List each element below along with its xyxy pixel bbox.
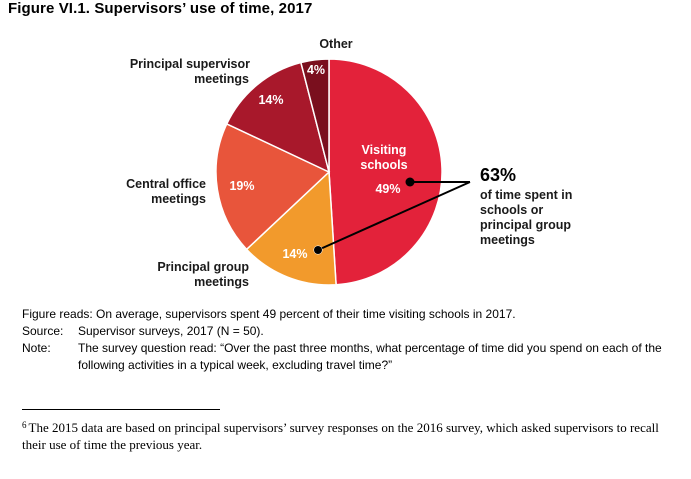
source-key: Source: [22, 324, 64, 338]
slice-value-other: 4% [307, 63, 325, 77]
slice-value-visiting-schools: 49% [375, 182, 400, 196]
annotation-text-3: principal group [480, 218, 571, 232]
footnote: 6 The 2015 data are based on principal su… [22, 419, 672, 453]
pie-slices [215, 58, 443, 286]
label-principal-group-1: Principal group [157, 260, 249, 274]
annotation-dot-schools [405, 177, 415, 187]
pie-slice-other [299, 58, 330, 173]
figure-reads-text: Figure reads: On average, supervisors sp… [22, 307, 516, 321]
label-other: Other [319, 37, 352, 51]
annotation-dot-group-inner [314, 246, 322, 254]
pie-chart: Visiting schools 49% 14% 19% 14% 4% Othe… [126, 37, 572, 289]
label-principal-supervisor-1: Principal supervisor [130, 57, 250, 71]
slice-value-central-office: 19% [229, 179, 254, 193]
slice-label-visiting-schools-title-2: schools [360, 158, 407, 172]
label-principal-group-2: meetings [194, 275, 249, 289]
annotation-percent: 63% [480, 165, 516, 185]
footnote-text: The 2015 data are based on principal sup… [22, 420, 659, 452]
footnote-divider [22, 409, 220, 410]
slice-value-principal-group: 14% [282, 247, 307, 261]
pie-slice-principal-group-meetings [245, 170, 337, 286]
pie-slice-central-office-meetings [215, 122, 331, 251]
footnote-number: 6 [22, 420, 27, 430]
pie-slice-visiting-schools [328, 58, 443, 286]
annotation-text-1: of time spent in [480, 188, 572, 202]
annotation-connector-group [317, 181, 471, 251]
annotation-text-4: meetings [480, 233, 535, 247]
label-central-office-1: Central office [126, 177, 206, 191]
figure-notes: Figure reads: On average, supervisors sp… [22, 306, 682, 374]
note-value: The survey question read: “Over the past… [78, 341, 662, 372]
label-central-office-2: meetings [151, 192, 206, 206]
note-row: Note: The survey question read: “Over th… [22, 340, 682, 374]
source-value: Supervisor surveys, 2017 (N = 50). [78, 324, 264, 338]
slice-label-visiting-schools-title-1: Visiting [362, 143, 407, 157]
figure-title: Figure VI.1. Supervisors’ use of time, 2… [8, 0, 313, 17]
source-row: Source: Supervisor surveys, 2017 (N = 50… [22, 323, 682, 340]
label-principal-supervisor-2: meetings [194, 72, 249, 86]
note-key: Note: [22, 341, 51, 355]
slice-value-principal-supervisor: 14% [258, 93, 283, 107]
pie-slice-principal-supervisor-meetings [225, 61, 331, 174]
annotation-text-2: schools or [480, 203, 543, 217]
